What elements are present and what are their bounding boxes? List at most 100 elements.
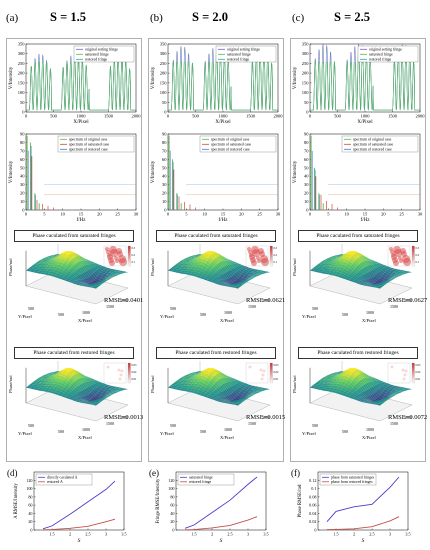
surface-facet xyxy=(174,381,180,384)
y-tick-label: 30 xyxy=(20,182,25,187)
x-tick-label: 0 xyxy=(167,114,170,119)
surface-facet xyxy=(234,396,240,401)
phase-caption-res-c: Phase caculated from restored fringes xyxy=(298,347,418,359)
surface-facet xyxy=(252,393,258,395)
surface-facet xyxy=(194,256,200,260)
error-blob xyxy=(259,251,265,257)
surface-facet xyxy=(239,385,245,390)
surface-facet xyxy=(82,272,88,279)
surface-facet xyxy=(318,386,324,389)
surface-facet xyxy=(26,386,32,389)
surface-facet xyxy=(199,387,205,392)
surface-facet xyxy=(232,391,238,397)
surface-facet xyxy=(251,390,257,393)
surface-facet xyxy=(102,280,108,282)
x-tick-label: 2 xyxy=(211,532,213,537)
y-tick-label: 50 xyxy=(162,100,167,105)
surface-facet xyxy=(361,396,367,400)
surface-facet xyxy=(94,263,100,266)
surface-facet xyxy=(41,387,47,390)
surface-facet xyxy=(223,283,229,285)
surface-facet xyxy=(338,371,344,375)
series-saturated-fringe xyxy=(26,62,136,111)
phase-caption-sat-b: Phase caculated from saturated fringes xyxy=(156,230,276,242)
surface-facet xyxy=(41,263,47,266)
y-axis-label: Fringe RMSE/Intensity xyxy=(156,478,161,524)
surface-facet xyxy=(327,257,333,259)
surface-facet xyxy=(83,401,89,403)
surface-facet xyxy=(103,395,109,398)
surface-facet xyxy=(222,377,228,383)
x-tick-label: 30 xyxy=(418,212,423,217)
surface-facet xyxy=(326,379,332,381)
surface-facet xyxy=(380,382,386,385)
surface-facet xyxy=(62,380,68,386)
surface-facet xyxy=(374,391,380,397)
surface-facet xyxy=(364,377,370,383)
colorbar-tick: 0.3 xyxy=(274,247,278,250)
surface-facet xyxy=(235,283,241,285)
surface-facet xyxy=(71,281,77,285)
y-tick-label: 10 xyxy=(162,199,167,204)
surface-facet xyxy=(326,260,332,262)
surface-facet xyxy=(379,282,385,284)
surface-facet xyxy=(359,379,365,386)
surface-facet xyxy=(220,373,226,378)
surface-facet xyxy=(50,255,56,257)
surface-facet xyxy=(310,269,316,272)
surface-facet xyxy=(47,376,53,380)
axis-tick: 2000 xyxy=(404,298,412,303)
surface-facet xyxy=(387,278,393,281)
surface-facet xyxy=(60,272,66,276)
surface-facet xyxy=(332,372,338,374)
surface-facet xyxy=(391,391,397,394)
surface-facet xyxy=(356,389,362,394)
y-tick-label: 40 xyxy=(162,174,167,179)
axis-tick: 1500 xyxy=(106,304,114,309)
surface-facet xyxy=(335,266,341,270)
surface-facet xyxy=(219,378,225,385)
surface-facet xyxy=(393,391,399,394)
rmse-res-a: RMSE=0.0013 xyxy=(104,414,144,421)
surface-facet xyxy=(205,371,211,376)
surface-facet xyxy=(378,402,384,405)
surface-facet xyxy=(49,374,55,377)
surface-facet xyxy=(71,258,77,264)
surface-facet xyxy=(46,385,52,389)
y-tick-label: 50 xyxy=(20,100,25,105)
surface-facet xyxy=(393,390,399,393)
y-tick-label: 20 xyxy=(170,519,174,524)
surface-facet xyxy=(198,381,204,386)
surface-facet xyxy=(186,263,192,266)
surface-facet xyxy=(311,268,317,271)
series-line-1 xyxy=(326,516,400,531)
surface-facet xyxy=(377,383,383,387)
surface-facet xyxy=(89,261,95,264)
surface-facet xyxy=(343,251,349,255)
surface-facet xyxy=(103,278,109,281)
surface-facet xyxy=(61,277,67,281)
surface-facet xyxy=(384,270,390,274)
surface-facet xyxy=(168,386,174,389)
y-tick-label: 50 xyxy=(304,100,309,105)
surface-facet xyxy=(347,254,353,259)
surface-facet xyxy=(77,279,83,283)
surface-facet xyxy=(325,380,331,383)
surface-facet xyxy=(229,401,235,403)
surface-facet xyxy=(100,383,106,387)
surface-facet xyxy=(75,373,81,379)
surface-facet xyxy=(324,261,330,263)
surface-facet xyxy=(390,276,396,279)
surface-facet xyxy=(333,381,339,384)
surface-facet xyxy=(187,387,193,391)
surface-facet xyxy=(388,272,394,275)
surface-facet xyxy=(392,392,398,395)
error-blob xyxy=(251,260,257,266)
y-tick-label: 100 xyxy=(18,90,26,95)
surface-facet xyxy=(78,254,84,259)
surface-facet xyxy=(56,371,62,375)
y-tick-label: 250 xyxy=(18,61,26,66)
surface-facet xyxy=(205,377,211,383)
surface-facet xyxy=(365,374,371,379)
